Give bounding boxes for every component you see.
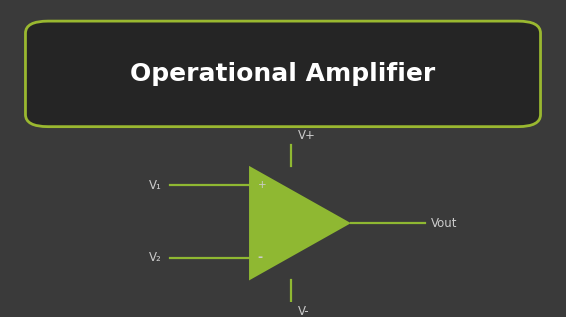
Polygon shape: [249, 166, 351, 281]
Text: V+: V+: [298, 129, 316, 142]
Text: Operational Amplifier: Operational Amplifier: [130, 62, 436, 86]
Text: +: +: [258, 180, 266, 191]
Text: Vout: Vout: [431, 217, 458, 230]
Text: V₂: V₂: [148, 251, 161, 264]
Text: V-: V-: [298, 305, 310, 317]
Text: V₁: V₁: [148, 179, 161, 192]
FancyBboxPatch shape: [25, 21, 541, 127]
Text: -: -: [258, 251, 263, 264]
